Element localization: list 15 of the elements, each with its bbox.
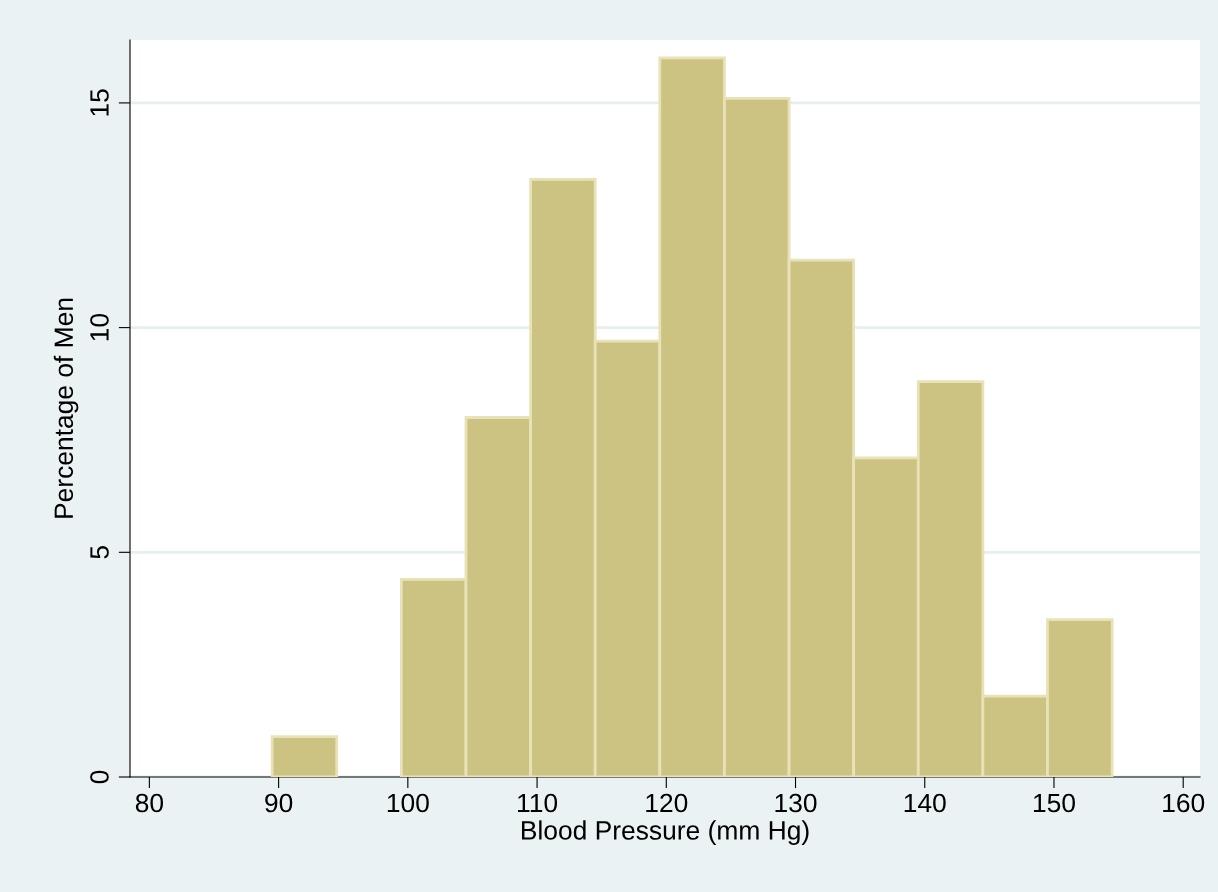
y-tick-label: 5	[90, 546, 109, 559]
x-axis-title: Blood Pressure (mm Hg)	[521, 820, 809, 845]
y-tick-label: 10	[90, 313, 109, 341]
x-tick-label: 130	[775, 793, 817, 813]
x-tick-label: 120	[646, 793, 688, 813]
x-tick-label: 90	[265, 793, 293, 813]
x-tick-label: 150	[1033, 793, 1075, 813]
y-tick-label: 0	[90, 770, 109, 784]
y-axis-title: Percentage of Men	[53, 298, 79, 518]
x-tick-label: 100	[387, 793, 429, 813]
x-tick-label: 80	[135, 793, 164, 813]
x-tick-label: 110	[518, 793, 558, 813]
x-tick-label: 160	[1163, 793, 1205, 813]
y-tick-label: 15	[90, 89, 109, 116]
x-tick-label: 140	[904, 793, 946, 813]
